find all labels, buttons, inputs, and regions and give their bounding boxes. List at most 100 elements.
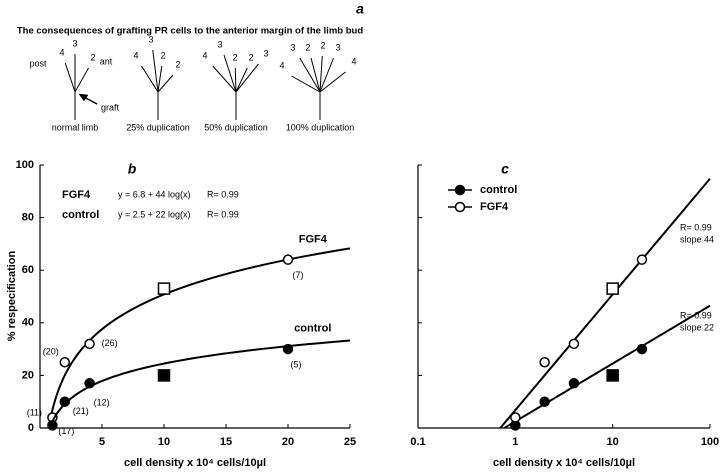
point-label: (21): [73, 406, 89, 416]
digit-label: 4: [202, 50, 207, 60]
fit-annotation: slope 44: [680, 234, 714, 244]
x-tick-label: 1: [512, 436, 518, 448]
digit-label: 3: [335, 42, 340, 52]
ant-label: ant: [100, 56, 113, 66]
data-point: [59, 396, 71, 407]
x-tick-label: 0.1: [410, 436, 425, 448]
diagram-caption: 100% duplication: [286, 122, 355, 132]
curve-label: FGF4: [299, 234, 328, 246]
graft-arrowhead: [78, 93, 89, 102]
r-value: R= 0.99: [207, 209, 239, 219]
equation: y = 2.5 + 22 log(x): [118, 209, 191, 219]
point-label: (7): [293, 270, 304, 280]
panel-label: c: [501, 161, 509, 177]
digit-line: [74, 67, 89, 93]
y-tick-label: 100: [16, 159, 34, 171]
point-label: (20): [43, 347, 59, 357]
panel-title: The consequences of grafting PR cells to…: [17, 26, 363, 37]
digit-label: 2: [248, 52, 253, 62]
square-point: [157, 282, 171, 295]
x-tick-label: 20: [282, 436, 294, 448]
digit-line: [319, 71, 346, 93]
digit-line: [223, 54, 237, 93]
digit-label: 3: [72, 38, 77, 48]
data-point: [539, 396, 550, 407]
digit-line: [157, 74, 174, 93]
square-point: [157, 369, 171, 382]
x-tick-label: 15: [220, 436, 232, 448]
y-tick-label: 60: [22, 264, 34, 276]
fit-annotation: R= 0.99: [680, 310, 712, 320]
digit-line: [310, 57, 321, 93]
y-tick-label: 20: [22, 369, 34, 381]
data-point: [282, 254, 294, 265]
x-tick-label: 5: [99, 436, 105, 448]
x-axis-label: cell density x 10⁴ cells/10µl: [124, 457, 266, 469]
digit-line: [235, 63, 259, 93]
data-point: [539, 357, 550, 368]
point-label: (17): [58, 426, 74, 436]
data-point: [636, 254, 648, 265]
digit-line: [64, 62, 76, 93]
point-label: (12): [94, 398, 110, 408]
equation-name: control: [62, 209, 99, 221]
data-point: [568, 338, 580, 350]
diagram-caption: normal limb: [52, 122, 99, 132]
legend-marker: [454, 184, 466, 196]
digit-line: [319, 57, 334, 93]
y-tick-label: 80: [22, 212, 34, 224]
digit-label: 4: [351, 56, 356, 66]
digit-label: 2: [320, 40, 325, 50]
legend-label: control: [480, 184, 517, 196]
digit-label: 4: [133, 50, 138, 60]
digit-label: 2: [90, 52, 95, 62]
x-tick-label: 10: [158, 436, 170, 448]
digit-line: [299, 57, 321, 93]
digit-line: [235, 67, 248, 93]
fit-curve: [499, 178, 711, 429]
x-tick-label: 100: [701, 436, 719, 448]
digit-line: [152, 49, 159, 93]
digit-label: 3: [290, 42, 295, 52]
digit-label: 4: [59, 47, 64, 57]
y-tick-label: 0: [28, 422, 34, 434]
point-label: (5): [291, 359, 302, 369]
digit-label: 2: [160, 50, 165, 60]
data-point: [47, 420, 58, 431]
data-point: [84, 378, 95, 389]
y-axis-label: % respecification: [6, 250, 18, 341]
data-point: [510, 412, 521, 423]
square-point: [606, 369, 619, 382]
point-label: (11): [27, 408, 42, 418]
diagram-caption: 50% duplication: [204, 122, 268, 132]
digit-label: 2: [305, 42, 310, 52]
digit-line: [319, 55, 323, 93]
digit-label: 2: [232, 52, 237, 62]
x-axis-label: cell density x 10⁴ cells/10µl: [493, 457, 635, 469]
digit-line: [291, 75, 321, 93]
digit-label: 3: [263, 48, 268, 58]
panel-label: a: [356, 1, 364, 17]
digit-label: 3: [217, 39, 222, 49]
data-point: [84, 338, 95, 350]
digit-label: 2: [175, 59, 180, 69]
data-point: [636, 343, 648, 355]
data-point: [59, 357, 71, 368]
digit-line: [141, 65, 159, 93]
r-value: R= 0.99: [207, 189, 239, 199]
fit-curve: [47, 247, 351, 429]
panel-label: b: [128, 161, 137, 177]
fit-annotation: slope 22: [680, 322, 714, 332]
digit-line: [234, 67, 237, 93]
legend-label: FGF4: [480, 201, 509, 213]
point-label: (26): [102, 338, 118, 348]
diagram-caption: 25% duplication: [126, 122, 190, 132]
equation: y = 6.8 + 44 log(x): [118, 189, 191, 199]
post-label: post: [29, 58, 47, 68]
square-point: [606, 282, 619, 295]
x-tick-label: 25: [344, 436, 356, 448]
fit-annotation: R= 0.99: [680, 222, 712, 232]
curve-label: control: [294, 323, 331, 335]
